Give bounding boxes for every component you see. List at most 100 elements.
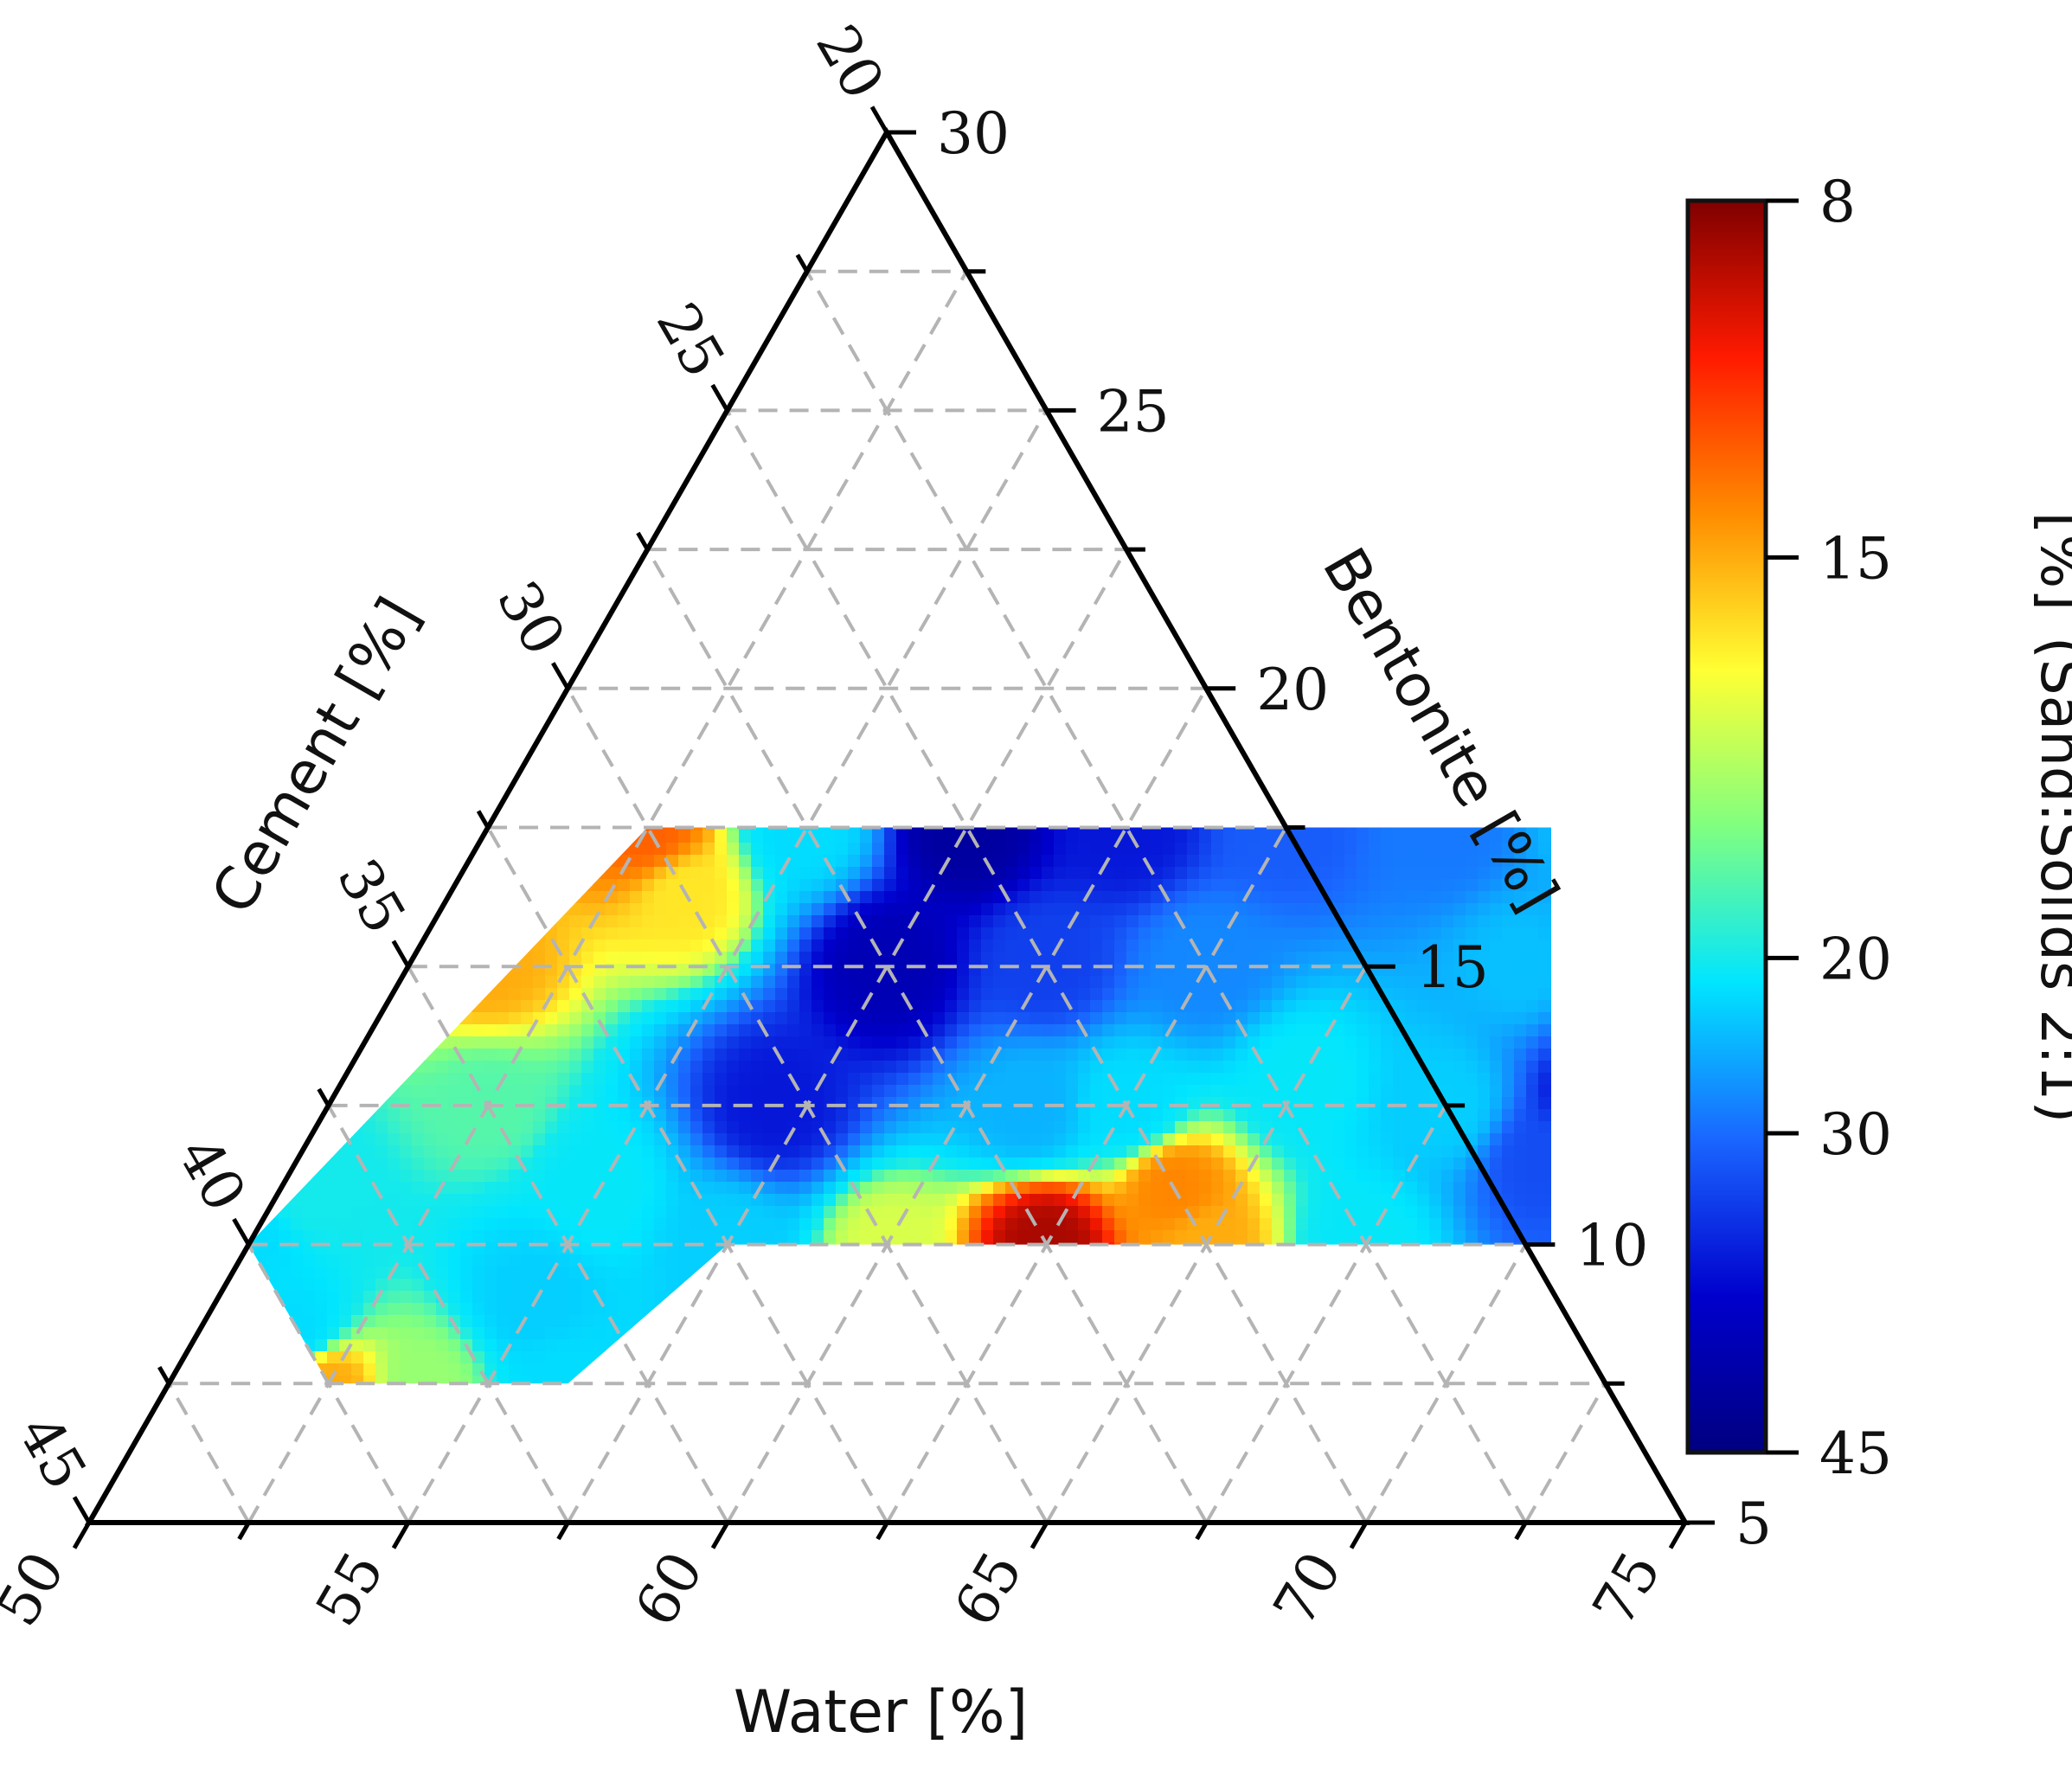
contour-cell xyxy=(1453,600,1466,613)
contour-cell xyxy=(1199,746,1212,759)
contour-cell xyxy=(690,903,703,916)
contour-cell xyxy=(1466,612,1479,625)
contour-cell xyxy=(363,827,376,831)
contour-cell xyxy=(654,867,667,880)
contour-cell xyxy=(969,770,982,783)
contour-cell xyxy=(715,867,728,880)
contour-cell xyxy=(1405,588,1418,601)
contour-cell xyxy=(1296,940,1309,952)
contour-cell xyxy=(557,1133,570,1146)
contour-cell xyxy=(388,746,401,759)
contour-cell xyxy=(739,964,752,977)
contour-cell xyxy=(424,903,437,916)
contour-cell xyxy=(400,588,413,601)
contour-cell xyxy=(1502,649,1515,662)
contour-cell xyxy=(1344,1012,1357,1025)
contour-cell xyxy=(1272,746,1285,759)
contour-cell xyxy=(1139,827,1151,831)
contour-cell xyxy=(1199,721,1212,734)
contour-cell xyxy=(1126,1061,1139,1074)
contour-cell xyxy=(872,915,885,928)
contour-cell xyxy=(1478,1109,1491,1122)
contour-cell xyxy=(1308,612,1321,625)
contour-cell xyxy=(254,637,267,650)
contour-cell xyxy=(957,1109,970,1122)
contour-cell xyxy=(1235,867,1248,880)
contour-cell xyxy=(945,1085,958,1098)
contour-cell xyxy=(533,697,546,710)
contour-cell xyxy=(824,1061,837,1074)
contour-cell xyxy=(1235,685,1248,698)
contour-cell xyxy=(739,600,752,613)
contour-cell xyxy=(1429,612,1442,625)
contour-cell xyxy=(1320,1073,1333,1086)
contour-cell xyxy=(1417,827,1430,831)
contour-cell xyxy=(642,721,655,734)
contour-cell xyxy=(775,1085,788,1098)
contour-cell xyxy=(593,976,606,989)
contour-cell xyxy=(775,830,788,843)
contour-cell xyxy=(1223,673,1236,686)
contour-cell xyxy=(400,1036,413,1049)
contour-cell xyxy=(702,1097,715,1110)
contour-cell xyxy=(1429,1049,1442,1061)
contour-cell xyxy=(702,746,715,759)
contour-cell xyxy=(1478,637,1491,650)
contour-cell xyxy=(1393,976,1406,989)
contour-cell xyxy=(1005,879,1018,892)
contour-cell xyxy=(678,649,691,662)
contour-cell xyxy=(1187,721,1200,734)
contour-cell xyxy=(521,976,534,989)
contour-cell xyxy=(872,879,885,892)
contour-cell xyxy=(1054,1024,1067,1037)
contour-cell xyxy=(799,927,812,940)
contour-cell xyxy=(824,891,837,904)
contour-cell xyxy=(1417,1036,1430,1049)
contour-cell xyxy=(1211,637,1224,650)
contour-cell xyxy=(957,988,970,1001)
contour-cell xyxy=(472,1121,485,1134)
contour-cell xyxy=(533,1036,546,1049)
contour-cell xyxy=(412,782,425,795)
contour-cell xyxy=(799,770,812,783)
contour-cell xyxy=(1369,746,1382,759)
contour-cell xyxy=(1151,903,1164,916)
contour-cell xyxy=(884,855,897,868)
contour-cell xyxy=(497,827,510,831)
contour-cell xyxy=(1320,782,1333,795)
contour-cell xyxy=(1235,1049,1248,1061)
contour-cell xyxy=(945,903,958,916)
contour-cell xyxy=(1514,625,1527,638)
contour-cell xyxy=(424,794,437,807)
contour-cell xyxy=(1187,758,1200,771)
contour-cell xyxy=(557,1109,570,1122)
contour-cell xyxy=(497,721,510,734)
contour-cell xyxy=(702,1073,715,1086)
contour-cell xyxy=(545,927,558,940)
contour-cell xyxy=(945,637,958,650)
contour-cell xyxy=(1538,649,1551,662)
contour-cell xyxy=(1526,1024,1539,1037)
contour-cell xyxy=(1466,1061,1479,1074)
contour-cell xyxy=(1199,1049,1212,1061)
contour-cell xyxy=(1187,915,1200,928)
contour-cell xyxy=(436,697,449,710)
contour-cell xyxy=(1466,891,1479,904)
contour-cell xyxy=(860,1000,873,1013)
contour-cell xyxy=(775,940,788,952)
contour-cell xyxy=(727,827,740,831)
contour-cell xyxy=(606,1061,619,1074)
contour-cell xyxy=(945,758,958,771)
contour-cell xyxy=(1466,673,1479,686)
contour-cell xyxy=(1114,612,1127,625)
contour-cell xyxy=(654,952,667,965)
contour-cell xyxy=(824,709,837,722)
contour-cell xyxy=(1126,709,1139,722)
contour-cell xyxy=(727,794,740,807)
contour-cell xyxy=(1381,1061,1394,1074)
contour-cell xyxy=(993,1024,1006,1037)
contour-cell xyxy=(1199,1109,1212,1122)
contour-cell xyxy=(630,867,643,880)
contour-cell xyxy=(763,827,776,831)
contour-cell xyxy=(1284,746,1297,759)
